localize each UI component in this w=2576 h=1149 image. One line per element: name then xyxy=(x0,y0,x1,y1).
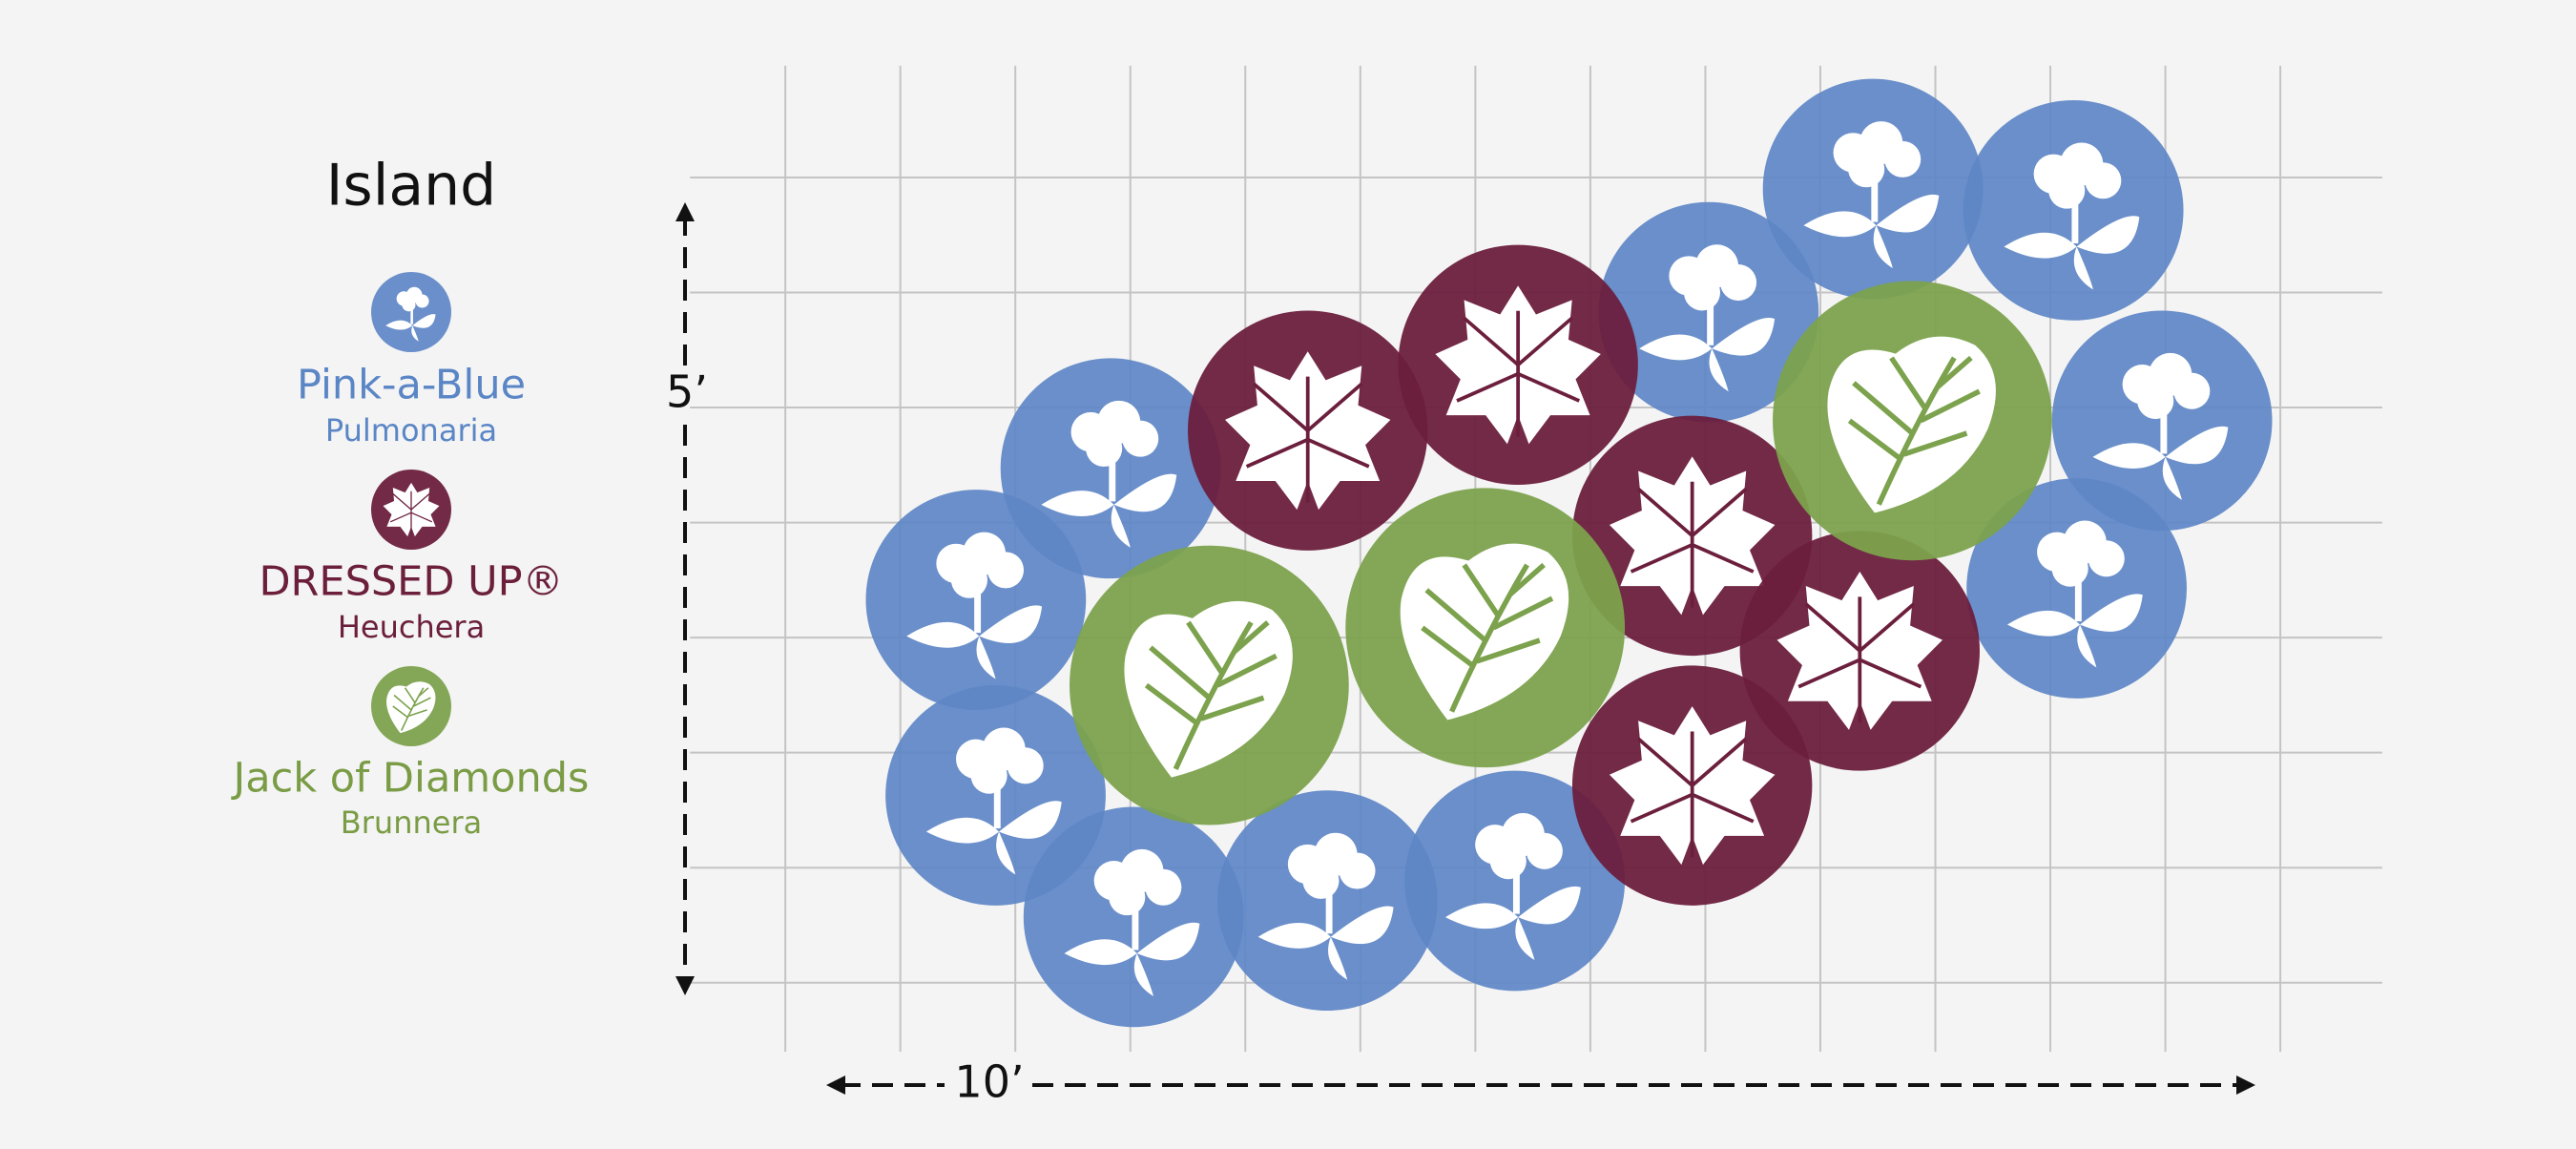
plant xyxy=(1188,310,1428,551)
plant xyxy=(865,490,1087,710)
plant xyxy=(1571,415,1813,657)
plant xyxy=(1966,478,2187,699)
plants xyxy=(865,78,2273,1028)
height-label: 5’ xyxy=(666,366,708,418)
plant xyxy=(1762,78,1984,300)
legend-name: DRESSED UP® xyxy=(259,558,563,606)
legend: Pink-a-Blue Pulmonaria DRESSED UP® Heuch… xyxy=(231,272,590,841)
legend-title: Island xyxy=(326,153,497,219)
width-dimension: 10’ xyxy=(826,1056,2255,1108)
plant xyxy=(1000,358,1221,579)
plant xyxy=(2051,310,2273,532)
plant xyxy=(1773,281,2052,561)
plant xyxy=(1963,100,2184,321)
plant xyxy=(1404,770,1626,992)
plant xyxy=(1571,665,1813,906)
plant xyxy=(1217,790,1438,1012)
plant xyxy=(1345,488,1626,768)
legend-species: Heuchera xyxy=(338,609,485,645)
plant xyxy=(1398,244,1638,485)
plant xyxy=(1023,806,1244,1028)
legend-name: Jack of Diamonds xyxy=(231,755,590,803)
plant xyxy=(1598,201,1819,423)
height-dimension: 5’ xyxy=(666,202,708,995)
plant xyxy=(1739,531,1981,771)
legend-name: Pink-a-Blue xyxy=(297,362,526,409)
legend-species: Pulmonaria xyxy=(325,412,497,449)
legend-species: Brunnera xyxy=(341,804,482,841)
width-label: 10’ xyxy=(954,1056,1024,1108)
plant xyxy=(1070,545,1349,825)
